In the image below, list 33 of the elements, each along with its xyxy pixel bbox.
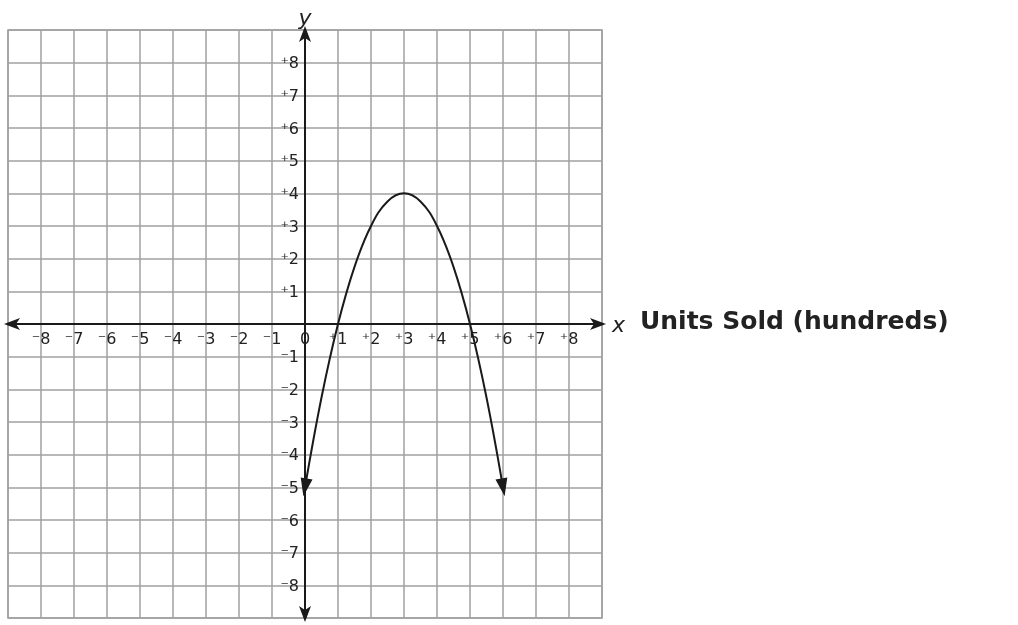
y-tick-label: ⁺1 (280, 281, 299, 301)
y-tick-label: ⁺7 (280, 85, 299, 105)
y-tick-label: ⁻1 (280, 347, 299, 367)
y-tick-label: ⁻6 (280, 510, 299, 530)
x-tick-label: ⁺8 (559, 328, 579, 348)
y-tick-label: ⁻2 (280, 379, 299, 399)
y-tick-label: ⁻7 (280, 543, 299, 563)
x-tick-label: ⁻6 (97, 328, 117, 348)
x-axis-title: x (611, 311, 626, 337)
x-tick-label: ⁻7 (64, 328, 84, 348)
y-tick-label: ⁻3 (280, 412, 299, 432)
y-tick-label: ⁺5 (280, 151, 299, 171)
y-tick-label: ⁻8 (280, 575, 299, 595)
x-tick-label: ⁺7 (526, 328, 546, 348)
y-tick-label: ⁺3 (280, 216, 299, 236)
x-tick-label: ⁻4 (163, 328, 183, 348)
x-tick-label: ⁺2 (361, 328, 381, 348)
y-tick-label: ⁺2 (280, 249, 299, 269)
x-tick-label: ⁻2 (229, 328, 249, 348)
x-tick-label: ⁻3 (196, 328, 216, 348)
y-tick-label: ⁺8 (280, 53, 299, 73)
x-tick-label: ⁺4 (427, 328, 447, 348)
x-tick-label: ⁺3 (394, 328, 414, 348)
y-tick-label: ⁻4 (280, 445, 299, 465)
y-tick-label: ⁺4 (280, 183, 299, 203)
x-tick-label: ⁻5 (130, 328, 150, 348)
y-tick-label: ⁻5 (280, 477, 299, 497)
x-tick-label: ⁻8 (31, 328, 51, 348)
x-tick-label: ⁺6 (493, 328, 513, 348)
x-tick-label: ⁻1 (262, 328, 282, 348)
y-axis-title: y (297, 4, 313, 30)
y-tick-label: ⁺6 (280, 118, 299, 138)
text: Units Sold (hundreds) (640, 306, 949, 335)
